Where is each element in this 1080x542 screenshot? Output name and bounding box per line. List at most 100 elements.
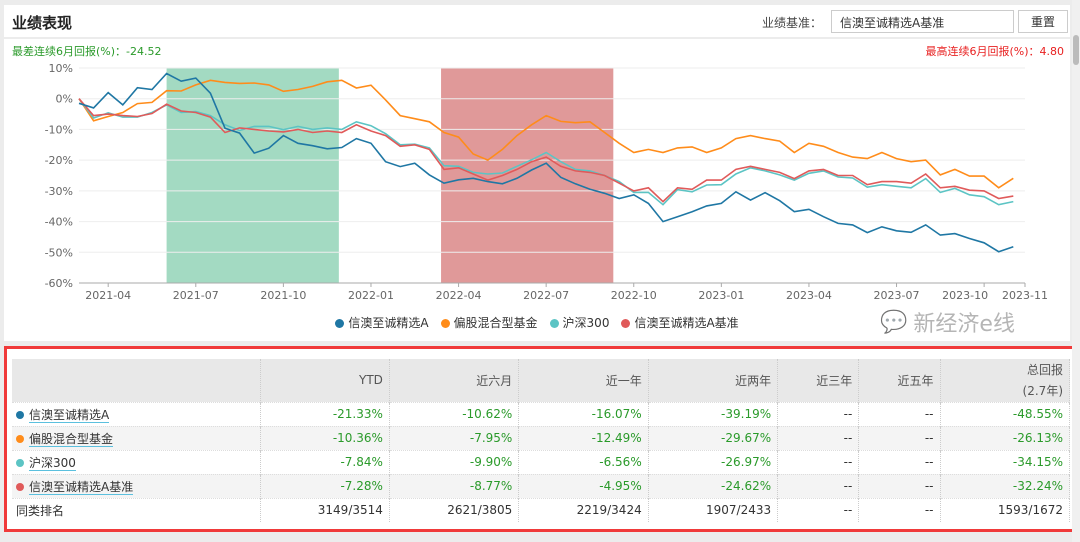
x-tick-label: 2023-11 (1002, 289, 1048, 302)
table-row: 沪深300 -7.84% -9.90% -6.56% -26.97% -- -- -34.15… (12, 449, 1070, 474)
return-cell: -39.19% (648, 401, 779, 426)
y-tick-label: -60% (45, 277, 73, 290)
return-cell: -26.13% (940, 425, 1070, 450)
series-line-3 (78, 98, 1014, 203)
series-dot-icon (16, 434, 24, 443)
chart-panel: 最差连续6月回报(%)：-24.52 最高连续6月回报(%)：4.80 10% 0… (4, 39, 1070, 341)
total-label: 总回报 (1026, 363, 1063, 378)
reset-button[interactable]: 重置 (1018, 10, 1068, 33)
legend-label: 偏股混合型基金 (453, 316, 538, 330)
y-tick-label: -40% (45, 216, 73, 229)
scrollbar[interactable] (1072, 0, 1080, 542)
return-cell: -- (777, 401, 860, 426)
rank-cell: 3149/3514 (260, 497, 390, 522)
column-header: YTD (260, 359, 390, 402)
series-dot-icon (16, 458, 24, 467)
fund-link[interactable]: 偏股混合型基金 (29, 431, 114, 447)
return-cell: -8.77% (389, 473, 520, 498)
x-tick-label: 2021-04 (85, 289, 131, 302)
rank-row: 同类排名 3149/3514 2621/3805 2219/3424 1907/2433… (12, 497, 1070, 522)
row-name: 信澳至诚精选A基准 (12, 473, 261, 498)
return-cell: -24.62% (648, 473, 779, 498)
x-tick-label: 2021-10 (260, 289, 306, 302)
legend-item[interactable]: 沪深300 (549, 314, 610, 331)
series-line-0 (78, 72, 1014, 253)
return-cell: -34.15% (940, 449, 1070, 474)
rank-cell: -- (858, 497, 941, 522)
benchmark-select[interactable]: 信澳至诚精选A基准 (831, 10, 1014, 33)
legend-item[interactable]: 信澳至诚精选A基准 (621, 314, 739, 331)
chart-legend: 信澳至诚精选A 偏股混合型基金 沪深300 信澳至诚精选A基准 (4, 314, 1070, 331)
returns-table: YTD 近六月 近一年 近两年 近三年 近五年 总回报 (2.7年) 信澳至诚精选A -21.3… (12, 359, 1070, 522)
table-row: 偏股混合型基金 -10.36% -7.95% -12.49% -29.67% -- -- -2… (12, 425, 1070, 450)
x-tick-label: 2023-07 (874, 289, 920, 302)
series-line-2 (78, 98, 1014, 206)
return-cell: -- (777, 449, 860, 474)
return-cell: -32.24% (940, 473, 1070, 498)
legend-label: 信澳至诚精选A基准 (634, 316, 739, 330)
return-cell: -- (777, 425, 860, 450)
rank-cell: 2621/3805 (389, 497, 520, 522)
return-cell: -- (777, 473, 860, 498)
watermark-text: 新经济e线 (913, 312, 1015, 337)
y-tick-label: -30% (45, 185, 73, 198)
watermark: 💬 新经济e线 (880, 306, 1015, 338)
column-header: 近两年 (648, 359, 779, 402)
return-cell: -26.97% (648, 449, 779, 474)
y-tick-label: -50% (45, 246, 73, 259)
rank-cell: -- (777, 497, 860, 522)
fund-link[interactable]: 信澳至诚精选A (29, 407, 110, 423)
legend-dot-icon (440, 319, 450, 328)
header-bar: 业绩表现 业绩基准： 信澳至诚精选A基准 重置 (4, 5, 1070, 37)
rank-cell: 1593/1672 (940, 497, 1070, 522)
x-tick-label: 2022-10 (611, 289, 657, 302)
legend-dot-icon (335, 319, 345, 328)
return-cell: -21.33% (260, 401, 390, 426)
return-cell: -10.36% (260, 425, 390, 450)
x-tick-label: 2022-07 (523, 289, 569, 302)
shaded-period-1 (441, 68, 614, 283)
series-dot-icon (16, 410, 24, 419)
rank-cell: 2219/3424 (518, 497, 649, 522)
return-cell: -9.90% (389, 449, 520, 474)
name-column-header (12, 359, 261, 402)
y-tick-label: -10% (45, 123, 73, 136)
worst-6m-return: 最差连续6月回报(%)：-24.52 (12, 45, 162, 58)
series-line-1 (78, 79, 1014, 189)
row-name: 信澳至诚精选A (12, 401, 261, 426)
wechat-icon: 💬 (880, 309, 908, 335)
return-cell: -- (858, 425, 941, 450)
return-cell: -10.62% (389, 401, 520, 426)
best-6m-return: 最高连续6月回报(%)：4.80 (925, 45, 1064, 58)
return-cell: -7.28% (260, 473, 390, 498)
legend-label: 沪深300 (562, 316, 610, 330)
column-header-total: 总回报 (2.7年) (940, 359, 1070, 402)
y-tick-label: 10% (49, 62, 73, 75)
legend-item[interactable]: 偏股混合型基金 (440, 314, 538, 331)
return-cell: -12.49% (518, 425, 649, 450)
returns-table-panel: YTD 近六月 近一年 近两年 近三年 近五年 总回报 (2.7年) 信澳至诚精选A -21.3… (4, 346, 1076, 532)
return-cell: -- (858, 473, 941, 498)
row-name: 沪深300 (12, 449, 261, 474)
fund-link[interactable]: 信澳至诚精选A基准 (29, 479, 134, 495)
scrollbar-thumb[interactable] (1073, 35, 1079, 65)
benchmark-label: 业绩基准： (762, 16, 823, 30)
row-name: 偏股混合型基金 (12, 425, 261, 450)
return-cell: -29.67% (648, 425, 779, 450)
x-tick-label: 2022-01 (348, 289, 394, 302)
return-cell: -4.95% (518, 473, 649, 498)
page-title: 业绩表现 (12, 14, 73, 32)
rank-label: 同类排名 (12, 497, 261, 522)
legend-item[interactable]: 信澳至诚精选A (335, 314, 429, 331)
return-cell: -7.84% (260, 449, 390, 474)
legend-dot-icon (621, 319, 631, 328)
total-period: (2.7年) (1022, 384, 1063, 399)
x-tick-label: 2022-04 (436, 289, 482, 302)
column-header: 近五年 (858, 359, 941, 402)
return-cell: -- (858, 401, 941, 426)
shaded-period-0 (166, 68, 339, 283)
legend-dot-icon (549, 319, 559, 328)
rank-cell: 1907/2433 (648, 497, 779, 522)
fund-link[interactable]: 沪深300 (29, 455, 76, 471)
x-tick-label: 2023-10 (942, 289, 988, 302)
